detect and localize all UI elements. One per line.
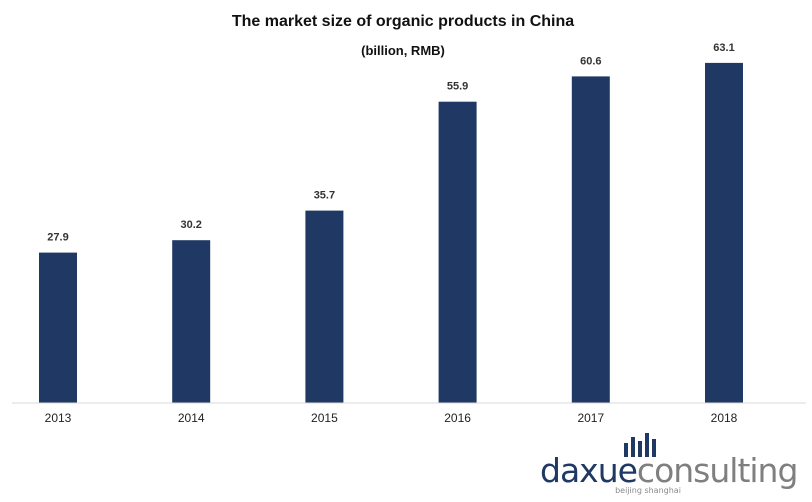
data-label-2015: 35.7 — [314, 190, 335, 202]
logo-wordmark-part1: daxue — [540, 451, 637, 490]
bar-2016 — [438, 101, 477, 403]
data-label-2014: 30.2 — [180, 219, 201, 231]
bar-chart-icon — [624, 433, 656, 457]
logo-wordmark: daxueconsulting — [540, 451, 797, 490]
company-logo: daxueconsulting beijing shanghai — [540, 433, 798, 495]
x-tick-label-2018: 2018 — [711, 411, 738, 425]
data-label-2017: 60.6 — [580, 55, 601, 67]
x-tick-labels-group: 2013 2014 2015 2016 2017 2018 — [45, 411, 738, 425]
data-label-2016: 55.9 — [447, 81, 468, 93]
chart-subtitle: (billion, RMB) — [361, 43, 445, 58]
bar-2014 — [172, 240, 211, 403]
bar-2015 — [305, 210, 344, 403]
logo-wordmark-part2: consulting — [637, 451, 798, 490]
bar-2013 — [39, 252, 77, 403]
x-tick-label-2013: 2013 — [45, 411, 72, 425]
bars-group — [39, 62, 743, 404]
logo-tagline: beijing shanghai — [615, 486, 681, 495]
bar-2017 — [571, 76, 610, 404]
chart-title: The market size of organic products in C… — [232, 13, 574, 30]
data-label-2013: 27.9 — [47, 232, 68, 244]
bar-2018 — [705, 62, 743, 404]
x-tick-label-2014: 2014 — [178, 411, 205, 425]
x-tick-label-2016: 2016 — [444, 411, 471, 425]
x-tick-label-2015: 2015 — [311, 411, 338, 425]
x-tick-label-2017: 2017 — [577, 411, 604, 425]
data-label-2018: 63.1 — [713, 42, 734, 54]
data-labels-group: 27.9 30.2 35.7 55.9 60.6 63.1 — [47, 42, 734, 244]
